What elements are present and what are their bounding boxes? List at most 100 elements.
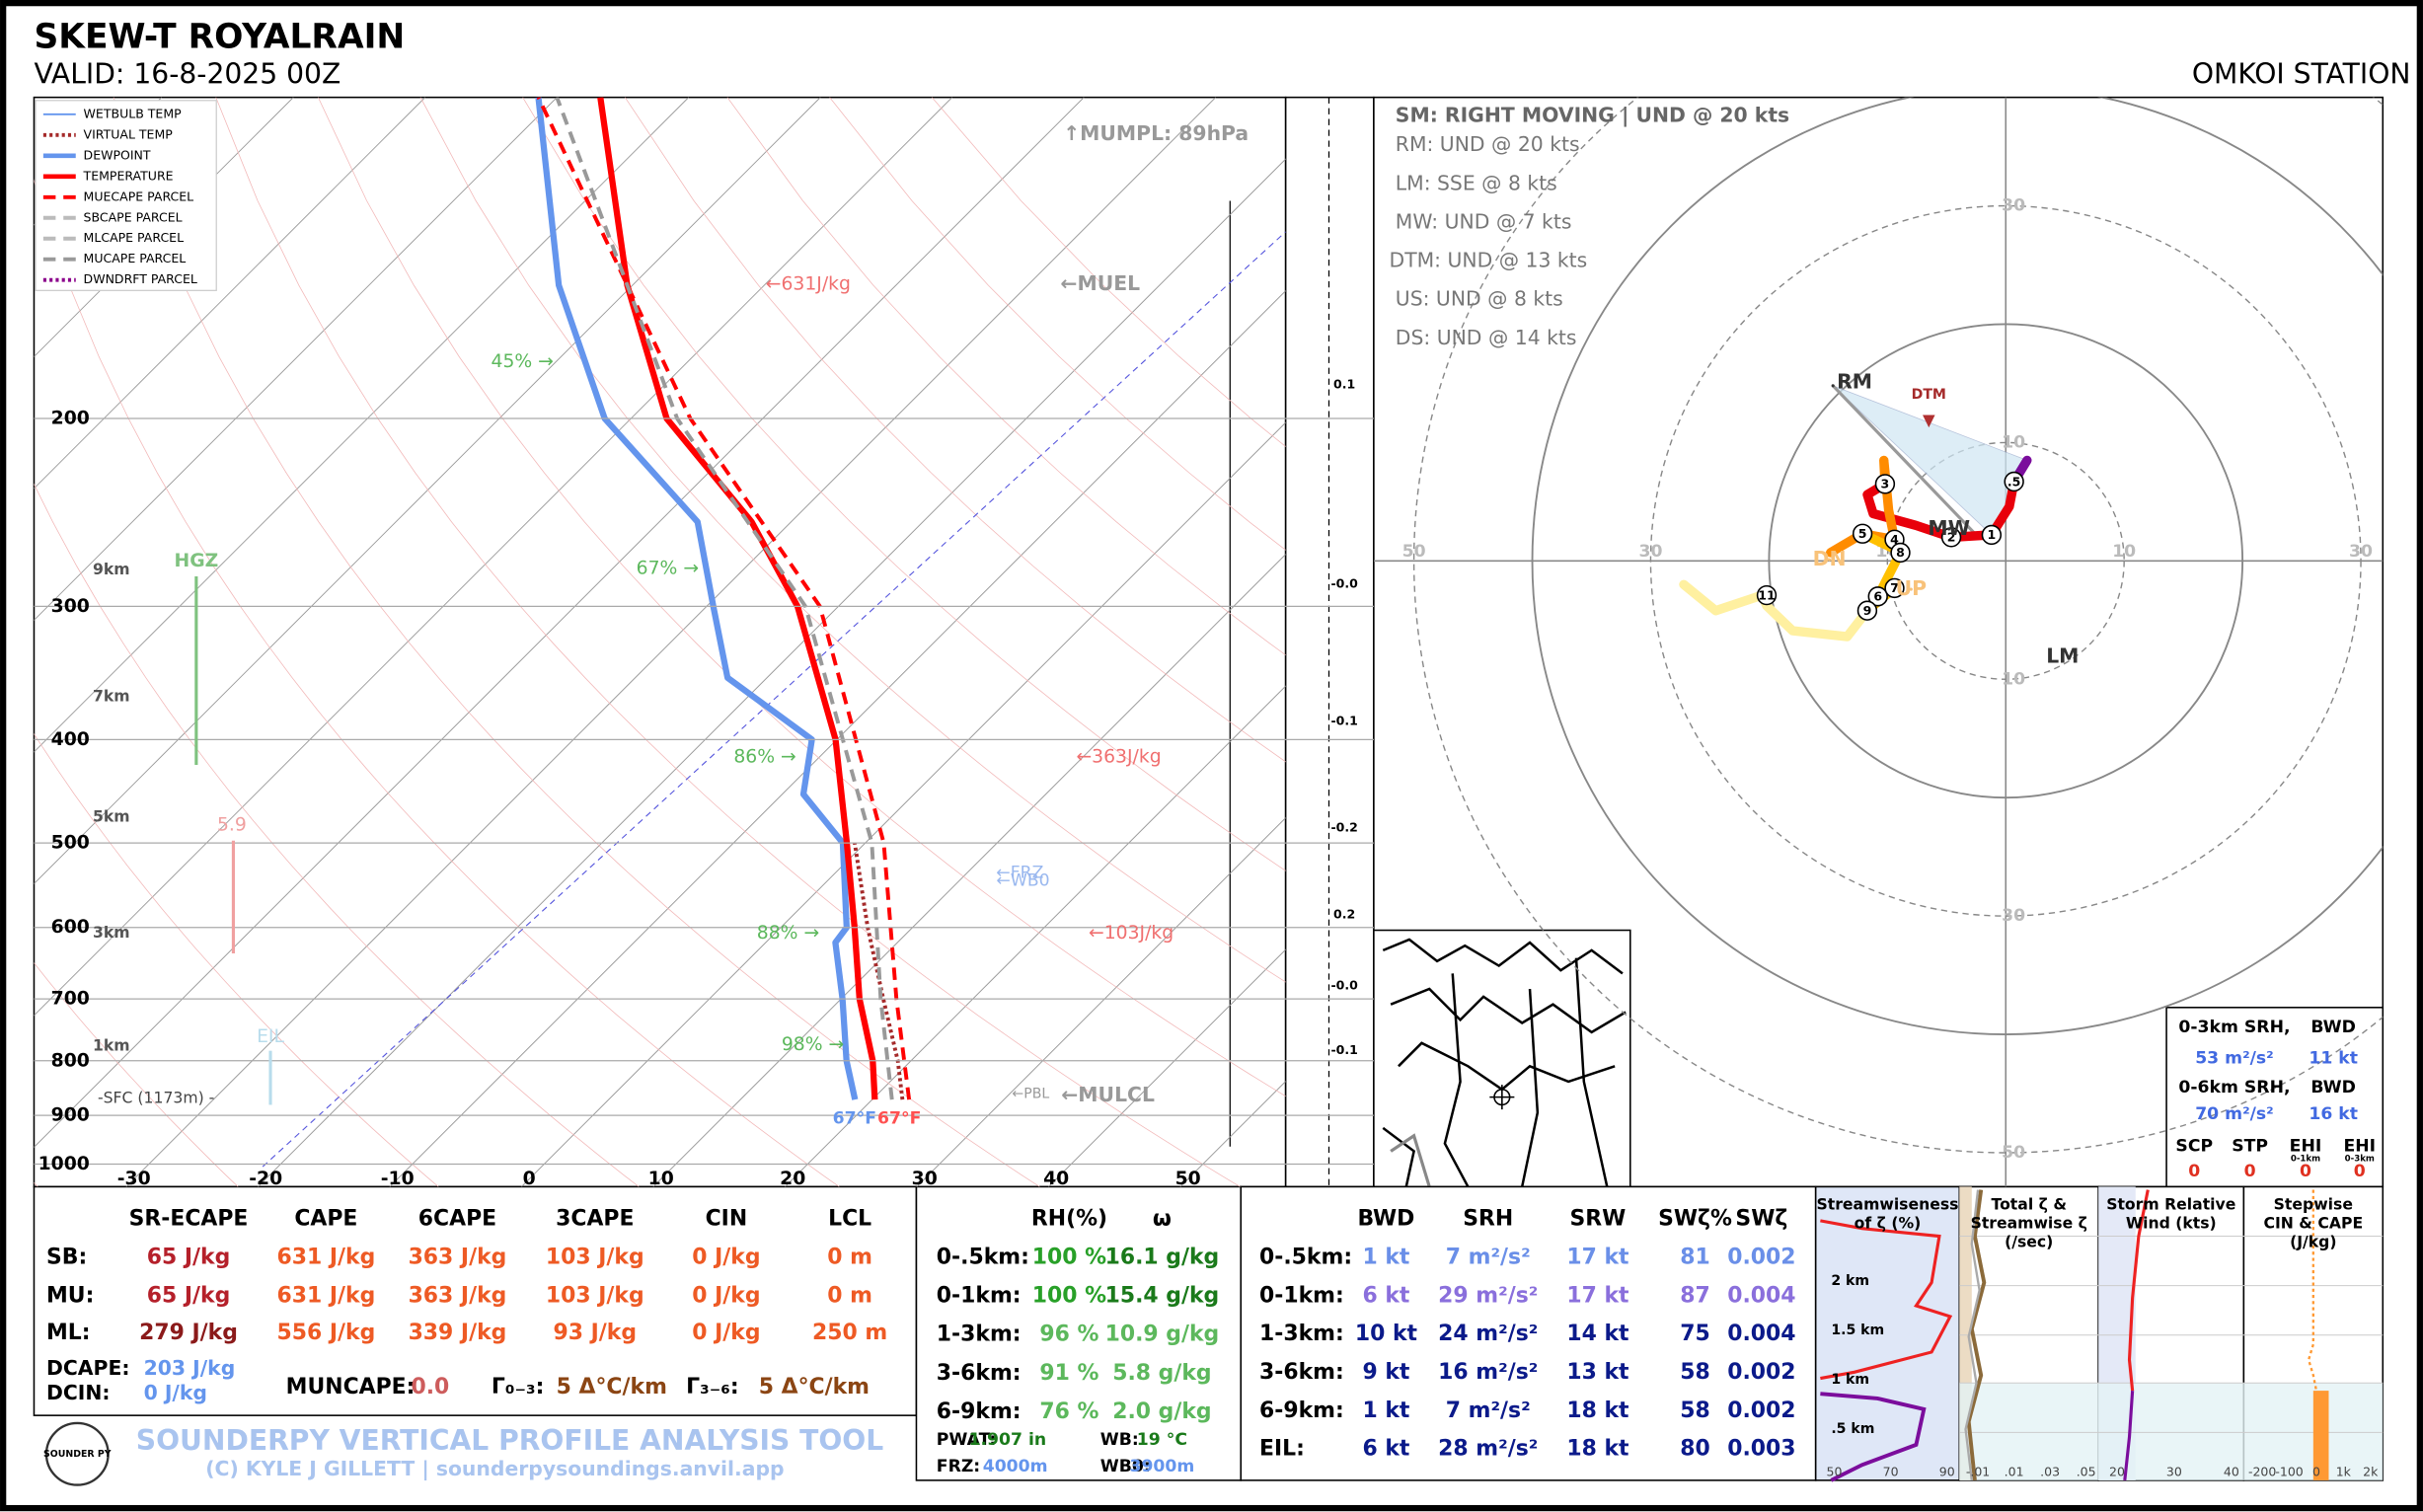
table-cell: 58 xyxy=(1680,1399,1710,1423)
dry-adiabat xyxy=(34,483,640,1187)
y-tick-label: 200 xyxy=(51,409,90,429)
height-label: 3km xyxy=(93,923,130,942)
panel-tick: .01 xyxy=(2005,1465,2024,1479)
isotherm-grid xyxy=(916,816,1286,1187)
hodo-point-label: 7 xyxy=(1890,580,1899,595)
height-label: 1km xyxy=(93,1035,130,1054)
hodo-point xyxy=(1756,584,1778,606)
hodo-point-label: .5 xyxy=(2007,474,2020,489)
row-label: MU: xyxy=(46,1284,94,1309)
skewt-frame xyxy=(33,96,1287,1188)
table-cell: 7 m²/s² xyxy=(1446,1245,1531,1269)
hodo-point xyxy=(1867,586,1888,607)
table-cell: 0.002 xyxy=(1727,1245,1795,1269)
table-extra: DCIN: xyxy=(46,1381,111,1404)
panel-tick: 50 xyxy=(1826,1465,1842,1479)
isotherm-grid xyxy=(521,421,1286,1187)
table-cell: 0 J/kg xyxy=(692,1245,760,1269)
dry-adiabat xyxy=(419,97,1286,983)
table-extra: WB0: xyxy=(1100,1457,1151,1476)
panel-height: .5 km xyxy=(1831,1421,1874,1437)
annotation: ←PBL xyxy=(1012,1086,1049,1101)
isotherm-grid xyxy=(785,685,1286,1187)
table-extra: PWAT: xyxy=(937,1430,997,1450)
isotherm-grid xyxy=(652,553,1286,1187)
table-cell: 363 J/kg xyxy=(409,1245,507,1269)
hodo-point xyxy=(1874,474,1896,494)
index-value: 0 xyxy=(2354,1162,2366,1181)
srh-text: 53 m²/s² xyxy=(2195,1048,2274,1068)
table-header: RH(%) xyxy=(1031,1206,1107,1231)
row-label: 0-1km: xyxy=(937,1284,1022,1309)
dry-adiabat xyxy=(34,962,239,1187)
hodo-point xyxy=(1884,577,1905,599)
table-extra: WB: xyxy=(1100,1430,1139,1450)
srh-text: 0-6km SRH, xyxy=(2178,1078,2290,1097)
table-cell: 10 kt xyxy=(1355,1322,1417,1346)
legend-label: MUECAPE PARCEL xyxy=(84,189,194,203)
table-cell: 1 kt xyxy=(1362,1245,1409,1269)
table-cell: 93 J/kg xyxy=(554,1321,638,1345)
row-label: 6-9km: xyxy=(1259,1399,1344,1423)
panel-height: 2 km xyxy=(1831,1273,1869,1289)
hodo-point xyxy=(1852,523,1873,544)
storm-motion: SM: RIGHT MOVING | UND @ 20 kts xyxy=(1396,103,1789,127)
dry-adiabat xyxy=(34,179,840,1187)
panel-curve xyxy=(1820,1392,1927,1482)
legend-label: DEWPOINT xyxy=(84,147,151,162)
legend-label: DWNDRFT PARCEL xyxy=(84,271,197,286)
table-cell: 10.9 g/kg xyxy=(1105,1323,1220,1347)
table-header: BWD xyxy=(1357,1206,1414,1231)
panel-title: Streamwise ζ xyxy=(1971,1214,2087,1233)
table-extra: 203 J/kg xyxy=(144,1356,236,1380)
panel-curve xyxy=(1966,1189,1987,1481)
omega-label: -0.1 xyxy=(1330,1042,1357,1057)
storm-motion: US: UND @ 8 kts xyxy=(1396,287,1563,311)
hodo-ring-label: 50 xyxy=(2002,1143,2025,1163)
table-header: 3CAPE xyxy=(556,1206,634,1231)
storm-motion: DTM: UND @ 13 kts xyxy=(1390,249,1588,272)
height-label: 5km xyxy=(93,807,130,826)
dry-adiabat xyxy=(34,732,439,1187)
srh-box xyxy=(2165,1007,2385,1188)
table-cell: 13 kt xyxy=(1566,1360,1628,1385)
dry-adiabat xyxy=(318,97,1286,1097)
omega-label: 0.2 xyxy=(1333,906,1355,921)
table-header: LCL xyxy=(828,1206,871,1231)
isotherm xyxy=(34,97,558,622)
dry-adiabat xyxy=(726,97,1286,656)
panel-tick: 40 xyxy=(2224,1465,2239,1479)
annotation: EIL xyxy=(257,1026,284,1047)
table-cell: 81 xyxy=(1680,1245,1710,1269)
panel-title: CIN & CAPE xyxy=(2263,1214,2363,1233)
panel-tick: .05 xyxy=(2077,1465,2096,1479)
x-tick-label: 50 xyxy=(1175,1169,1201,1189)
table-cell: 87 xyxy=(1680,1283,1710,1308)
dry-adiabat xyxy=(625,97,1286,763)
annotation: ←103J/kg xyxy=(1089,923,1174,944)
table-cell: 75 xyxy=(1680,1322,1710,1346)
panel-tick: 2k xyxy=(2363,1465,2379,1479)
table-cell: 14 kt xyxy=(1566,1322,1628,1346)
panel-tick: 1k xyxy=(2336,1465,2352,1479)
table-header: 6CAPE xyxy=(418,1206,496,1231)
hodo-point xyxy=(1981,524,2003,546)
hodo-point-label: 9 xyxy=(1863,603,1872,618)
annotation: 98% → xyxy=(782,1034,844,1055)
row-label: 0-.5km: xyxy=(1259,1245,1352,1269)
dry-adiabat xyxy=(215,97,1241,1187)
footer-credit: (C) KYLE J GILLETT | sounderpysoundings.… xyxy=(205,1457,784,1481)
table-cell: 17 kt xyxy=(1566,1245,1628,1269)
row-label: 1-3km: xyxy=(1259,1322,1344,1346)
table-cell: 0.003 xyxy=(1727,1437,1795,1462)
table-header: SRW xyxy=(1570,1206,1627,1231)
table-cell: 556 J/kg xyxy=(276,1321,375,1345)
y-tick-label: 300 xyxy=(51,596,90,617)
height-label: 9km xyxy=(93,560,130,578)
table-cell: 103 J/kg xyxy=(546,1245,644,1269)
y-tick-label: 1000 xyxy=(38,1154,90,1174)
srh-text: 16 kt xyxy=(2309,1104,2358,1124)
panel-title: Wind (kts) xyxy=(2126,1214,2217,1233)
hodo-ring-label: 50 xyxy=(1402,542,1426,562)
